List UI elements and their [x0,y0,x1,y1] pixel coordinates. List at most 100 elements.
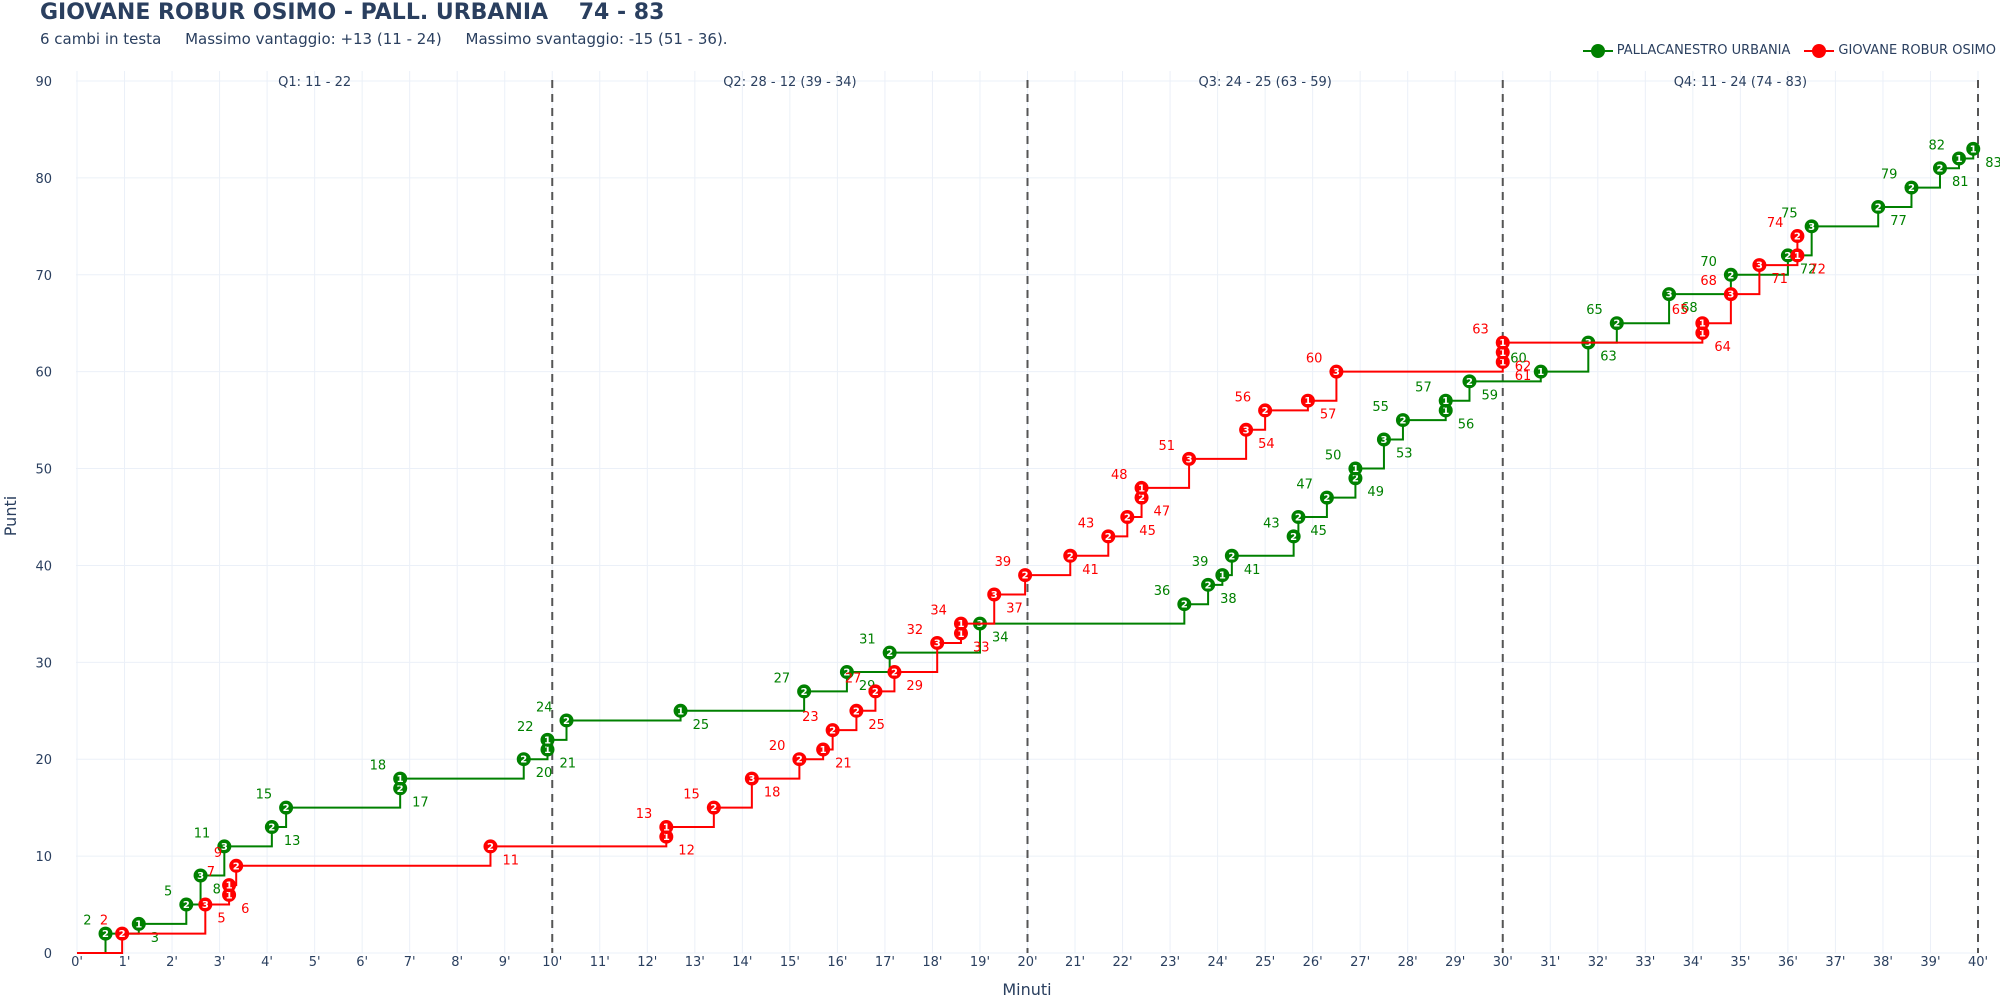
y-tick-label: 0 [44,947,52,962]
score-marker-points: 3 [1756,261,1763,272]
score-marker [1871,199,1886,214]
score-marker-points: 1 [1970,144,1977,155]
score-marker-points: 1 [663,823,670,834]
score-label: 65 [1672,303,1689,318]
score-marker [816,742,831,757]
score-marker-points: 1 [1499,348,1506,359]
score-label: 82 [1928,139,1945,154]
score-marker [1695,316,1710,331]
score-marker-points: 1 [135,919,142,930]
score-marker-points: 2 [1295,513,1302,524]
score-marker [1790,229,1805,244]
score-marker [1438,403,1453,418]
score-label: 75 [1781,206,1798,221]
score-marker-points: 2 [1794,232,1801,243]
grid [76,71,1979,954]
score-marker-points: 2 [891,668,898,679]
score-label: 65 [1586,303,1603,318]
x-tick-label: 12' [637,955,657,970]
score-marker-points: 1 [663,832,670,843]
score-marker-points: 2 [829,726,836,737]
score-label: 6 [241,902,249,917]
score-marker [1951,151,1966,166]
score-label: 61 [1515,369,1532,384]
score-marker [1966,141,1981,156]
score-marker-points: 3 [197,871,204,882]
score-marker-points: 2 [520,755,527,766]
score-marker [1932,161,1947,176]
score-marker-points: 1 [1537,367,1544,378]
score-marker [882,645,897,660]
score-marker [1495,345,1510,360]
score-marker-points: 2 [710,803,717,814]
score-marker [516,752,531,767]
score-marker [393,781,408,796]
score-marker [1258,403,1273,418]
score-marker-points: 3 [934,638,941,649]
y-tick-label: 70 [35,269,52,284]
score-label: 27 [774,671,791,686]
score-marker-points: 2 [1105,532,1112,543]
x-tick-label: 32' [1588,955,1608,970]
x-tick-label: 4' [261,955,273,970]
score-marker [825,723,840,738]
score-marker [222,878,237,893]
score-label: 56 [1235,390,1252,405]
score-marker [198,897,213,912]
legend-label-osimo: GIOVANE ROBUR OSIMO [1838,43,1996,58]
score-label: 11 [502,853,519,868]
legend-item-urbania[interactable]: PALLACANESTRO URBANIA [1582,43,1790,58]
score-label: 31 [859,633,876,648]
y-tick-label: 30 [35,656,52,671]
x-tick-label: 3' [214,955,226,970]
legend-swatch-osimo [1804,43,1835,58]
score-label: 12 [678,844,695,859]
score-marker-points: 3 [1666,290,1673,301]
score-label: 13 [636,807,653,822]
x-tick-label: 6' [356,955,368,970]
score-marker-points: 1 [820,745,827,756]
score-marker [1134,480,1149,495]
score-marker [217,839,232,854]
score-marker-points: 1 [1442,396,1449,407]
x-tick-label: 8' [451,955,463,970]
score-marker [279,800,294,815]
score-marker [264,820,279,835]
score-marker-points: 1 [226,890,233,901]
score-label: 2 [100,914,108,929]
score-label: 22 [517,720,534,735]
score-marker [1300,393,1315,408]
score-marker-points: 3 [1727,290,1734,301]
score-marker-points: 2 [1022,571,1029,582]
legend-item-osimo[interactable]: GIOVANE ROBUR OSIMO [1804,43,1996,58]
score-marker-points: 3 [748,774,755,785]
score-label: 9 [214,846,222,861]
score-label: 60 [1510,352,1527,367]
score-label: 29 [906,679,923,694]
x-tick-label: 22' [1112,955,1132,970]
score-marker [1804,219,1819,234]
score-marker [1462,374,1477,389]
score-label: 15 [683,788,700,803]
score-marker-points: 2 [1908,183,1915,194]
x-tick-label: 29' [1445,955,1465,970]
score-marker [98,926,113,941]
score-label: 5 [164,885,172,900]
quarter-dividers [551,80,1979,953]
score-marker-points: 1 [1219,571,1226,582]
score-marker [1348,471,1363,486]
x-axis-ticks: 0' 1' 2' 3' 4' 5' 6' 7' 8' 9' 10' 11' 12' 13' 14' 15' 16… [71,955,1988,970]
score-marker-points: 2 [1124,513,1131,524]
score-marker [930,635,945,650]
score-label: 60 [1306,352,1323,367]
score-marker [193,868,208,883]
score-marker [1752,258,1767,273]
quarter-label: Q1: 11 - 22 [278,75,351,90]
score-marker [1695,325,1710,340]
score-marker [1904,180,1919,195]
score-label: 24 [536,700,553,715]
score-marker [559,713,574,728]
x-tick-label: 0' [71,955,83,970]
score-marker [1495,354,1510,369]
y-tick-label: 20 [35,753,52,768]
